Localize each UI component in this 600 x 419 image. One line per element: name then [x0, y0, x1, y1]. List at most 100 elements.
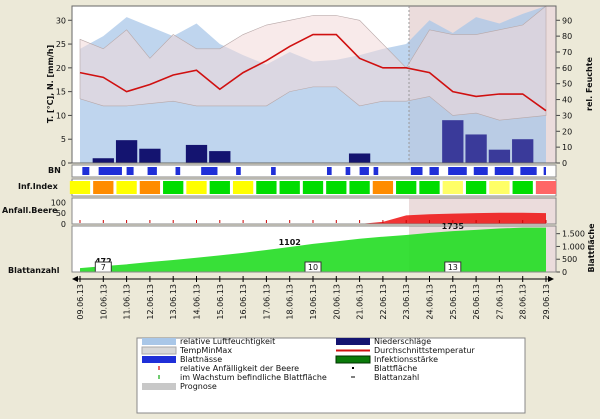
y-left-tick-label: 5 — [61, 135, 66, 144]
bn-segment — [236, 167, 241, 175]
date-tick-label: 26.06.13 — [472, 284, 481, 320]
date-tick-label: 17.06.13 — [262, 284, 271, 320]
precip-bar — [139, 148, 161, 163]
temp-minmax-band — [79, 5, 547, 121]
anfall-row-frame — [71, 197, 557, 225]
y-left-tick-label: 15 — [56, 88, 66, 97]
date-tick-label: 29.06.13 — [542, 284, 551, 320]
legend-label: Infektionsstärke — [374, 355, 438, 364]
bn-segment — [448, 167, 467, 175]
legend-item: relative Luftfeuchtigkeit — [142, 337, 275, 346]
bn-segment — [201, 167, 218, 175]
legend-swatch-blackdot — [352, 367, 354, 369]
inf-index-cell — [489, 181, 510, 194]
date-axis-arrow-left — [72, 276, 78, 282]
y-right-tick-label: 10 — [562, 143, 572, 152]
inf-index-cell — [209, 181, 230, 194]
inf-index-cell — [279, 181, 300, 194]
bn-segment — [473, 167, 488, 175]
y-right-tick-label: 90 — [562, 16, 572, 25]
bn-segment — [126, 167, 134, 175]
legend-item: Infektionsstärke — [335, 355, 438, 364]
y-left-tick-label: 10 — [56, 111, 66, 120]
y-left-tick-label: 0 — [61, 159, 66, 168]
y-axis-left-label: T. [°C], N. [mm/h] — [46, 45, 55, 123]
date-tick-label: 28.06.13 — [519, 284, 528, 320]
y-right-tick-label: 30 — [562, 111, 572, 120]
precip-bar — [465, 134, 487, 163]
date-tick-label: 10.06.13 — [99, 284, 108, 320]
y-right-tick-label: 20 — [562, 127, 572, 136]
inf-index-label: Inf.Index — [18, 182, 59, 191]
y-right-tick-label: 80 — [562, 32, 572, 41]
bn-segment — [147, 167, 157, 175]
blatt-right-tick-label: 1.000 — [562, 242, 585, 251]
inf-index-cell — [302, 181, 324, 194]
date-tick-label: 19.06.13 — [309, 284, 318, 320]
bn-segment — [345, 167, 351, 175]
y-left-tick-label: 20 — [56, 64, 66, 73]
bn-segment — [82, 167, 90, 175]
y-right-tick-label: 60 — [562, 64, 572, 73]
legend-label: relative Luftfeuchtigkeit — [180, 337, 275, 346]
legend-label: relative Anfälligkeit der Beere — [180, 364, 299, 373]
legend-swatch-infekt — [335, 355, 371, 364]
date-tick-label: 12.06.13 — [146, 284, 155, 320]
date-tick-label: 18.06.13 — [286, 284, 295, 320]
anfall-label: Anfall.Beere — [2, 206, 58, 215]
anfall-row: 0 50 100 — [51, 198, 547, 229]
inf-index-cell — [93, 181, 114, 194]
leaf-count-label: 13 — [448, 263, 458, 272]
legend-swatch-bn — [142, 356, 176, 363]
leaf-count-label: 10 — [308, 263, 318, 272]
date-tick-label: 13.06.13 — [169, 284, 178, 320]
anfall-tick-label: 100 — [51, 198, 66, 207]
inf-index-cell — [69, 181, 91, 194]
date-tick-label: 20.06.13 — [332, 284, 341, 320]
main-panel-frame — [71, 5, 557, 164]
leaf-count-label: 7 — [101, 263, 106, 272]
y-right-tick-label: 40 — [562, 96, 572, 105]
date-axis: 09.06.13 10.06.13 11.06.13 12.06.13 13.06.13… — [72, 276, 554, 320]
legend-swatch-humidity — [142, 338, 176, 345]
precip-bar — [442, 120, 464, 163]
bn-row-label: BN — [48, 166, 61, 175]
inf-index-cell — [186, 181, 207, 194]
date-axis-arrow-right — [548, 276, 554, 282]
legend-item: Blattfläche — [352, 364, 417, 373]
main-plot-area: 0 5 10 15 20 25 30 0 10 20 30 40 50 60 70 80 90 — [56, 5, 572, 168]
legend-label: Prognose — [180, 382, 217, 391]
legend-label: im Wachstum befindliche Blattfläche — [180, 373, 327, 382]
date-tick-label: 21.06.13 — [356, 284, 365, 320]
bn-segment — [359, 167, 369, 175]
inf-index-cell — [326, 181, 347, 194]
date-tick-label: 14.06.13 — [193, 284, 202, 320]
legend-item: im Wachstum befindliche Blattfläche — [158, 373, 327, 382]
precip-bar — [512, 139, 534, 163]
y-right-tick-label: 50 — [562, 80, 572, 89]
legend-label: Blattanzahl — [374, 373, 419, 382]
inf-index-cell — [535, 181, 557, 194]
legend-item: Blattanzahl — [351, 373, 419, 382]
bn-segment — [543, 167, 546, 175]
inf-index-cell — [232, 181, 254, 194]
date-tick-label: 24.06.13 — [426, 284, 435, 320]
inf-index-cell — [139, 181, 161, 194]
y-left-tick-label: 25 — [56, 40, 66, 49]
inf-index-cell — [372, 181, 394, 194]
precip-bar — [92, 158, 114, 163]
inf-index-cell — [442, 181, 463, 194]
blatt-right-tick-label: 0 — [562, 268, 567, 277]
blatt-right-tick-label: 1.500 — [562, 230, 585, 239]
legend-label: Blattnässe — [180, 355, 222, 364]
date-tick-label: 22.06.13 — [379, 284, 388, 320]
precip-bar — [209, 151, 231, 163]
legend-swatch-prognose — [142, 383, 176, 390]
legend-swatch-precip — [336, 338, 370, 345]
date-tick-label: 27.06.13 — [495, 284, 504, 320]
legend-label: TempMinMax — [179, 346, 232, 355]
bn-segment — [271, 167, 276, 175]
legend-label: Durchschnittstemperatur — [374, 346, 475, 355]
date-tick-label: 23.06.13 — [402, 284, 411, 320]
